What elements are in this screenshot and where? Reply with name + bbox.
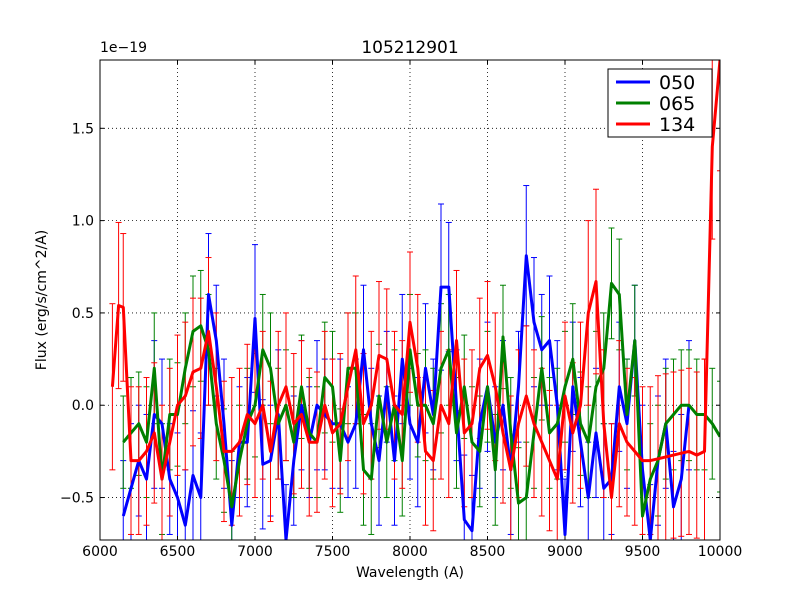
series-line-134: [110, 60, 720, 499]
y-axis-label: Flux (erg/s/cm^2/A): [34, 230, 50, 370]
x-tick-label: 9500: [625, 544, 661, 560]
y-tick-label: 0.5: [72, 306, 94, 322]
x-tick-label: 6000: [82, 544, 118, 560]
y-tick-label: −0.5: [60, 491, 94, 507]
axis-ticks: 6000 6500 7000 7500 8000 8500 9000 9500 10000 −0.…: [60, 60, 742, 560]
y-tick-label: 1.5: [72, 121, 94, 137]
x-tick-label: 6500: [160, 544, 196, 560]
x-tick-label: 10000: [698, 544, 743, 560]
x-tick-label: 7000: [237, 544, 273, 560]
series-layer: [109, 60, 720, 540]
legend-label-134: 134: [659, 114, 695, 136]
x-tick-label: 8000: [392, 544, 428, 560]
x-tick-label: 7500: [315, 544, 351, 560]
x-tick-label: 9000: [547, 544, 583, 560]
y-tick-label: 0.0: [72, 398, 94, 414]
legend-label-050: 050: [659, 72, 695, 94]
legend-label-065: 065: [659, 93, 695, 115]
chart-title: 105212901: [361, 38, 458, 58]
x-axis-label: Wavelength (A): [356, 565, 464, 581]
offset-text: 1e−19: [100, 40, 147, 56]
x-tick-label: 8500: [470, 544, 506, 560]
y-tick-label: 1.0: [72, 214, 94, 230]
